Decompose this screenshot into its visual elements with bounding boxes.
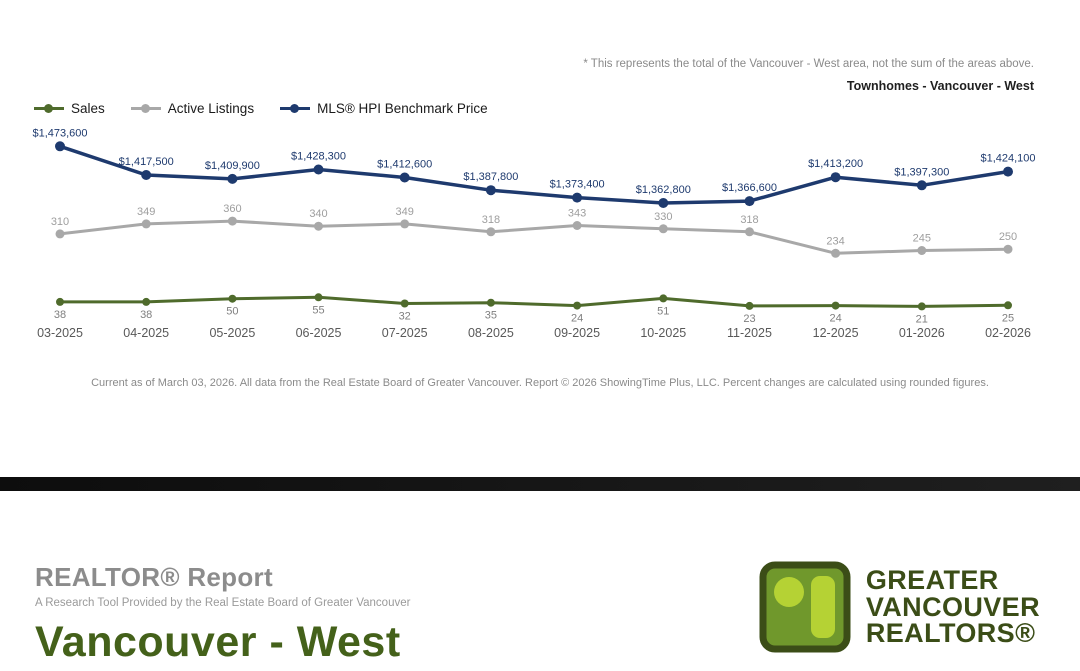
svg-text:$1,362,800: $1,362,800 (636, 184, 691, 196)
svg-text:55: 55 (312, 304, 324, 316)
legend-item-active-listings: Active Listings (130, 101, 255, 116)
legend-item-benchmark-price: MLS® HPI Benchmark Price (280, 101, 488, 116)
logo-small-square (775, 614, 802, 638)
svg-text:08-2025: 08-2025 (468, 326, 514, 340)
gvr-logo-line-2: VANCOUVER (865, 591, 1040, 622)
svg-text:$1,417,500: $1,417,500 (119, 156, 174, 168)
svg-text:360: 360 (223, 203, 241, 215)
logo-bar (810, 576, 835, 638)
chart-title: Townhomes - Vancouver - West (846, 79, 1034, 93)
svg-text:$1,473,600: $1,473,600 (32, 127, 87, 139)
report-disclaimer: Current as of March 03, 2026. All data f… (91, 377, 989, 389)
report-title: REALTOR® Report (35, 562, 273, 592)
svg-text:24: 24 (829, 313, 841, 325)
svg-text:12-2025: 12-2025 (813, 326, 859, 340)
svg-text:38: 38 (54, 309, 66, 321)
svg-text:$1,413,200: $1,413,200 (808, 158, 863, 170)
svg-text:340: 340 (309, 208, 327, 220)
sales-line-swatch-icon (34, 104, 64, 113)
legend-label-benchmark-price: MLS® HPI Benchmark Price (317, 101, 488, 116)
benchmark-price-line-swatch-icon (280, 104, 311, 113)
svg-text:02-2026: 02-2026 (985, 326, 1031, 340)
svg-text:330: 330 (654, 211, 672, 223)
report-header: REALTOR® Report A Research Tool Provided… (35, 562, 410, 667)
svg-text:349: 349 (137, 206, 155, 218)
svg-text:343: 343 (568, 208, 586, 220)
svg-text:35: 35 (485, 310, 497, 322)
gvr-logo-line-1: GREATER (865, 565, 999, 596)
svg-text:38: 38 (140, 309, 152, 321)
report-subtitle: A Research Tool Provided by the Real Est… (35, 597, 411, 609)
svg-text:24: 24 (571, 313, 583, 325)
series-1: 310 349 360 340 349 318 343 330 318 234 245 250 (51, 203, 1017, 258)
svg-text:11-2025: 11-2025 (727, 326, 772, 340)
gvr-logo-icon (759, 561, 851, 653)
black-divider-bar (0, 477, 1080, 491)
svg-text:245: 245 (913, 233, 931, 245)
svg-text:$1,373,400: $1,373,400 (550, 179, 605, 191)
series-2: $1,473,600 $1,417,500 $1,409,900 $1,428,300… (32, 127, 1036, 208)
svg-text:23: 23 (743, 313, 755, 325)
svg-text:250: 250 (999, 231, 1017, 243)
svg-text:$1,412,600: $1,412,600 (377, 159, 432, 171)
svg-text:$1,387,800: $1,387,800 (463, 171, 518, 183)
gvr-logo-line-3: REALTORS® (865, 618, 1036, 649)
report-area-title: Vancouver - West (35, 618, 401, 666)
legend-item-sales: Sales (34, 101, 105, 116)
svg-text:234: 234 (826, 235, 844, 247)
svg-text:310: 310 (51, 216, 69, 228)
svg-text:03-2025: 03-2025 (37, 326, 83, 340)
svg-text:50: 50 (226, 306, 238, 318)
svg-text:07-2025: 07-2025 (382, 326, 428, 340)
series-0: 38 38 50 55 32 35 24 51 23 24 21 25 (54, 293, 1014, 325)
svg-text:349: 349 (396, 206, 414, 218)
svg-text:$1,397,300: $1,397,300 (894, 166, 949, 178)
chart-legend: Sales Active Listings MLS® HPI Benchmark… (34, 101, 488, 116)
svg-text:25: 25 (1002, 312, 1014, 324)
svg-text:318: 318 (740, 214, 758, 226)
svg-text:$1,424,100: $1,424,100 (980, 153, 1035, 165)
gvr-logo-text: GREATER VANCOUVER REALTORS® (865, 565, 1040, 649)
svg-text:51: 51 (657, 305, 669, 317)
svg-text:06-2025: 06-2025 (296, 326, 342, 340)
svg-text:21: 21 (916, 313, 928, 325)
chart-footnote-asterisk: * This represents the total of the Vanco… (583, 58, 1034, 70)
svg-text:09-2025: 09-2025 (554, 326, 600, 340)
svg-text:$1,409,900: $1,409,900 (205, 160, 260, 172)
legend-label-active-listings: Active Listings (167, 101, 255, 116)
svg-text:05-2025: 05-2025 (209, 326, 255, 340)
legend-label-sales: Sales (71, 101, 105, 116)
svg-text:$1,428,300: $1,428,300 (291, 151, 346, 163)
logo-circle (773, 577, 804, 607)
svg-text:10-2025: 10-2025 (640, 326, 686, 340)
svg-text:318: 318 (482, 214, 500, 226)
svg-text:32: 32 (399, 311, 411, 323)
svg-text:04-2025: 04-2025 (123, 326, 169, 340)
svg-text:01-2026: 01-2026 (899, 326, 945, 340)
svg-text:$1,366,600: $1,366,600 (722, 182, 777, 194)
active-listings-line-swatch-icon (130, 104, 161, 113)
gvr-logo: GREATER VANCOUVER REALTORS® (758, 560, 1040, 654)
